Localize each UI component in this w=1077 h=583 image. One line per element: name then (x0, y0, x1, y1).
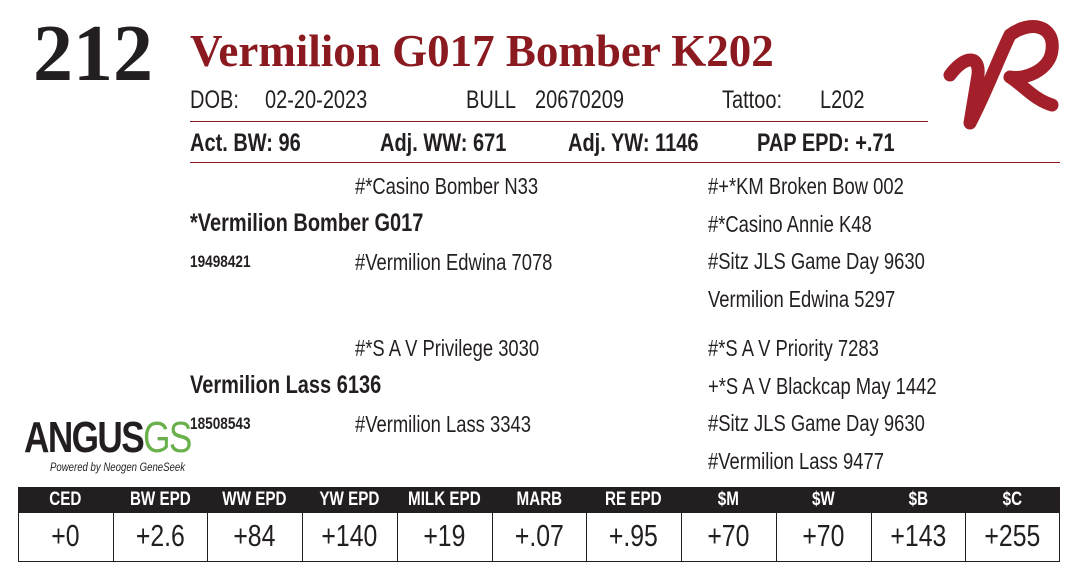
info-label: Tattoo: (722, 86, 783, 114)
epd-value: +0 (51, 518, 80, 553)
info-value: 02-20-2023 (265, 86, 368, 114)
cell-divider (112, 513, 114, 561)
epd-value: +19 (423, 518, 466, 553)
stat-label: Act. BW: (190, 129, 273, 157)
ancestor: +*S A V Blackcap May 1442 (708, 372, 937, 399)
logo-name: ANGUS (24, 413, 145, 462)
ancestor: #*S A V Privilege 3030 (355, 335, 540, 361)
cell-divider (681, 513, 683, 561)
info-value: L202 (820, 86, 865, 114)
cell-divider (586, 513, 588, 561)
cell-divider (870, 513, 872, 561)
epd-value-row (18, 513, 1060, 562)
epd-header-bar (18, 487, 1060, 513)
animal-name: Vermilion Lass 6136 (190, 371, 382, 399)
epd-value: +.95 (609, 518, 659, 553)
epd-header: MARB EPD (516, 489, 562, 532)
ancestor: #Sitz JLS Game Day 9630 (708, 248, 925, 274)
ancestor: #Vermilion Edwina 7078 (355, 249, 553, 275)
stat-label: Adj. WW: (380, 129, 468, 157)
brand-mark (943, 20, 1059, 130)
stat-label: Adj. YW: (568, 129, 650, 157)
epd-header: $C (1002, 489, 1023, 510)
divider (190, 162, 1060, 163)
stat-value: 96 (278, 129, 301, 157)
stat-value: 1146 (655, 129, 699, 157)
epd-value: +70 (802, 518, 845, 553)
stat-value: +.71 (855, 129, 895, 157)
epd-header: BW EPD (129, 489, 191, 510)
info-label: DOB: (190, 86, 239, 114)
epd-header: CED (49, 489, 82, 510)
epd-header: WW EPD (222, 489, 287, 510)
epd-value: +140 (321, 518, 378, 553)
epd-value: +2.6 (135, 518, 185, 553)
epd-header: $B (908, 489, 928, 510)
lot-number: 212 (33, 10, 153, 98)
ancestor: #Vermilion Lass 9477 (708, 447, 884, 474)
ancestor: Vermilion Edwina 5297 (708, 285, 896, 312)
logo-suffix: GS (143, 413, 192, 462)
stat: PAP EPD: +.71 (757, 129, 895, 158)
cell-divider (491, 513, 493, 561)
ancestor: #*Casino Annie K48 (708, 210, 872, 237)
ancestor: #Sitz JLS Game Day 9630 (708, 410, 925, 436)
cell-divider (396, 513, 398, 561)
info-label: BULL (466, 86, 517, 114)
lot-title: Vermilion G017 Bomber K202 (190, 26, 774, 76)
epd-value: +84 (233, 518, 276, 553)
ancestor: #*Casino Bomber N33 (355, 173, 539, 199)
epd-header: YW EPD (319, 489, 380, 510)
stat-value: 671 (472, 129, 507, 157)
stat: Adj. YW: 1146 (568, 129, 698, 158)
ancestor: #+*KM Broken Bow 002 (708, 173, 904, 199)
epd-header: $W (811, 489, 835, 510)
info-value: 20670209 (535, 86, 624, 114)
cell-divider (302, 513, 304, 561)
cell-divider (207, 513, 209, 561)
cell-divider (775, 513, 777, 561)
epd-header: MILK EPD (407, 489, 481, 510)
registration: 19498421 (190, 252, 251, 271)
epd-header: $M (717, 489, 739, 510)
epd-value: +70 (707, 518, 750, 553)
angus-logo: ANGUSGS (24, 413, 192, 462)
brand-logo (943, 20, 1059, 130)
stat: Adj. WW: 671 (380, 129, 506, 158)
epd-value: +.07 (514, 518, 564, 553)
ancestor: #Vermilion Lass 3343 (355, 411, 531, 437)
logo-tagline: Powered by Neogen GeneSeek (50, 460, 186, 474)
stat: Act. BW: 96 (190, 129, 301, 158)
ancestor: #*S A V Priority 7283 (708, 335, 879, 361)
epd-header: RE EPD (605, 489, 663, 510)
registration: 18508543 (190, 414, 251, 433)
epd-value: +255 (984, 518, 1041, 553)
animal-name: *Vermilion Bomber G017 (190, 209, 424, 237)
cell-divider (965, 513, 967, 561)
divider (190, 121, 928, 122)
epd-value: +143 (889, 518, 946, 553)
stat-label: PAP EPD: (757, 129, 850, 157)
